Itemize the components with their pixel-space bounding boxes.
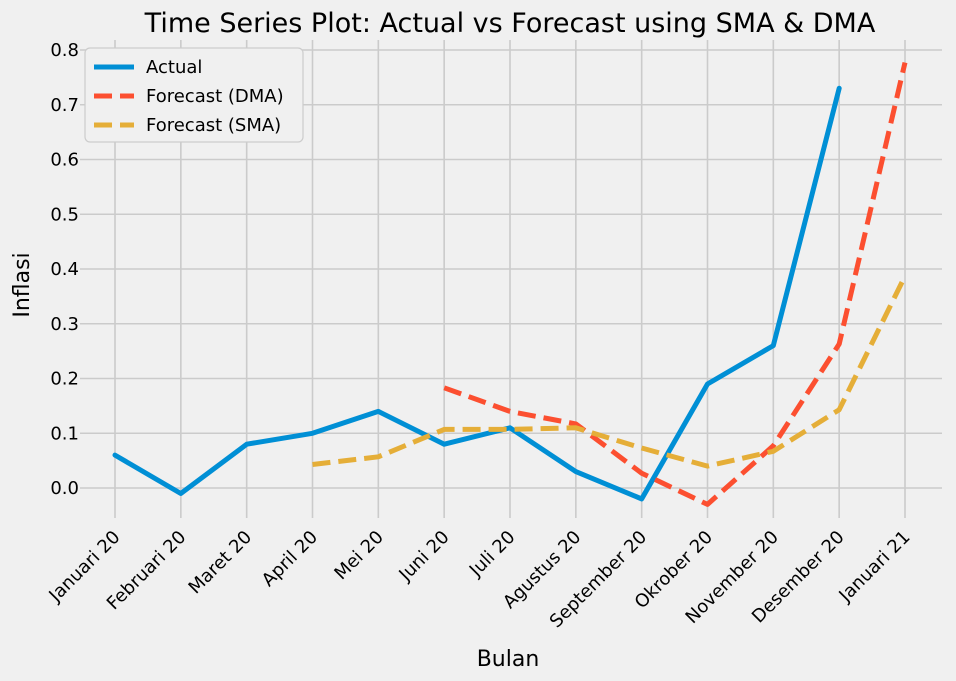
series-line-forecast-dma — [443, 62, 908, 507]
chart-title: Time Series Plot: Actual vs Forecast usi… — [144, 8, 876, 39]
legend-label: Actual — [146, 57, 202, 78]
x-tick-label: Juli 20 — [465, 527, 520, 582]
y-axis-label: Inflasi — [10, 252, 35, 317]
x-axis-label: Bulan — [477, 647, 540, 672]
series-line-forecast-sma — [312, 274, 908, 469]
legend-box — [84, 47, 304, 143]
y-tick-label: 0.5 — [50, 204, 79, 225]
series-lines — [112, 62, 908, 507]
y-tick-labels: 0.0 0.1 0.2 0.3 0.4 0.5 0.6 0.7 0.8 — [50, 40, 79, 499]
y-tick-label: 0.1 — [50, 423, 79, 444]
y-tick-label: 0.7 — [50, 95, 79, 116]
x-tick-label: Juni 20 — [394, 527, 453, 586]
x-tick-label: Mei 20 — [330, 527, 387, 584]
x-tick-label: Januari 21 — [834, 527, 914, 607]
legend-label: Forecast (DMA) — [146, 86, 284, 107]
grid — [80, 40, 942, 518]
y-tick-label: 0.8 — [50, 40, 79, 61]
y-tick-label: 0.0 — [50, 478, 79, 499]
x-tick-label: Maret 20 — [185, 527, 257, 599]
y-tick-label: 0.3 — [50, 314, 79, 335]
x-tick-label: April 20 — [258, 527, 322, 591]
y-tick-label: 0.4 — [50, 259, 79, 280]
series-line-actual — [112, 85, 842, 502]
y-tick-label: 0.2 — [50, 369, 79, 390]
legend: Actual Forecast (DMA) Forecast (SMA) — [84, 47, 304, 143]
y-tick-label: 0.6 — [50, 150, 79, 171]
legend-label: Forecast (SMA) — [146, 115, 281, 136]
